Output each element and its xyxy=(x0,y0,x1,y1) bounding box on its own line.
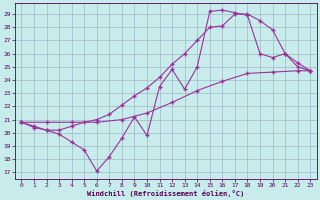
X-axis label: Windchill (Refroidissement éolien,°C): Windchill (Refroidissement éolien,°C) xyxy=(87,190,244,197)
